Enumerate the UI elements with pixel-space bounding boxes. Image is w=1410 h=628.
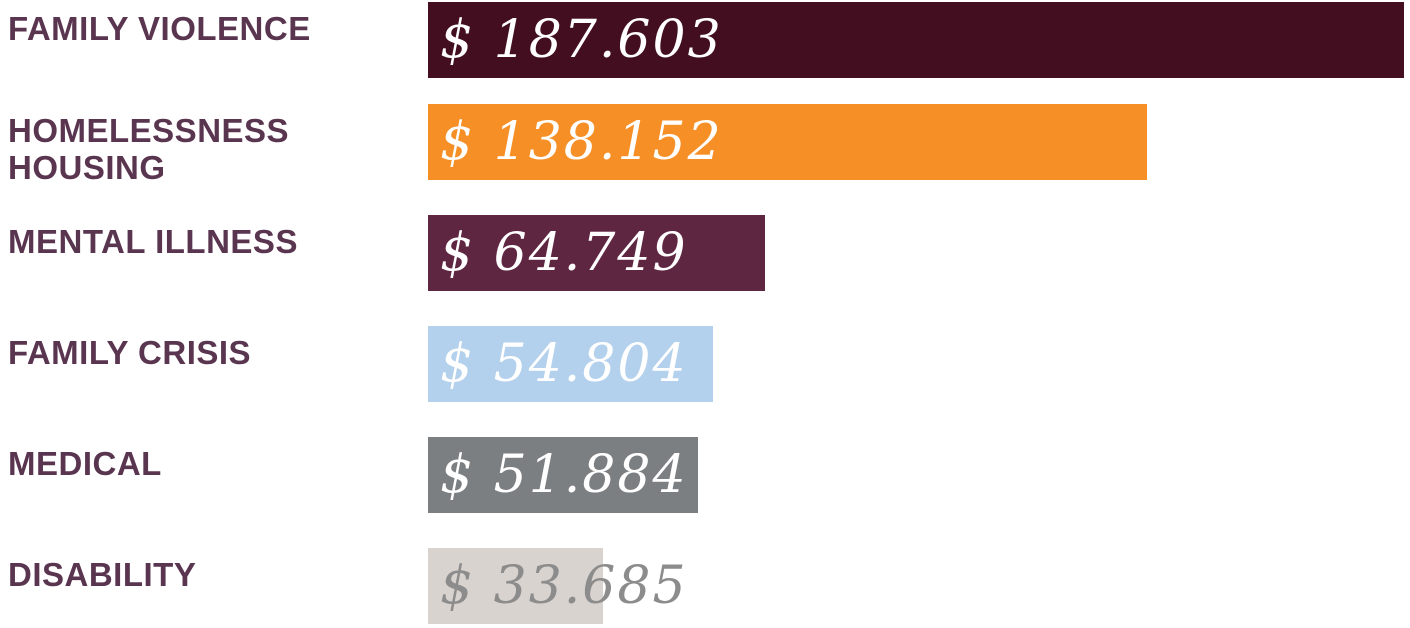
category-label: FAMILY VIOLENCE [8, 10, 311, 47]
category-label: HOMELESSNESS HOUSING [8, 112, 290, 186]
bar: $ 54.804 [428, 326, 713, 402]
bar-row: HOMELESSNESS HOUSING $ 138.152 [0, 104, 1410, 186]
bar: $ 64.749 [428, 215, 765, 291]
bar: $ 187.603 [428, 2, 1404, 78]
bar-row: FAMILY VIOLENCE $ 187.603 [0, 2, 1410, 82]
bar-value-label: $ 33.685 [440, 556, 688, 616]
bar: $ 138.152 [428, 104, 1147, 180]
category-label: MEDICAL [8, 445, 162, 482]
category-label: DISABILITY [8, 556, 197, 593]
bar: $ 51.884 [428, 437, 698, 513]
bar-row: MENTAL ILLNESS $ 64.749 [0, 215, 1410, 295]
bar-value-label: $ 138.152 [440, 112, 723, 172]
bar-value-label: $ 64.749 [440, 223, 688, 283]
bar: $ 33.685 [428, 548, 686, 624]
bar-row: DISABILITY $ 33.685 [0, 548, 1410, 628]
bar-row: FAMILY CRISIS $ 54.804 [0, 326, 1410, 406]
bar-value-label: $ 54.804 [440, 334, 688, 394]
bar-value-label: $ 187.603 [440, 10, 723, 70]
bar-value-label: $ 51.884 [440, 445, 688, 505]
category-label: FAMILY CRISIS [8, 334, 252, 371]
bar-row: MEDICAL $ 51.884 [0, 437, 1410, 517]
category-label: MENTAL ILLNESS [8, 223, 298, 260]
